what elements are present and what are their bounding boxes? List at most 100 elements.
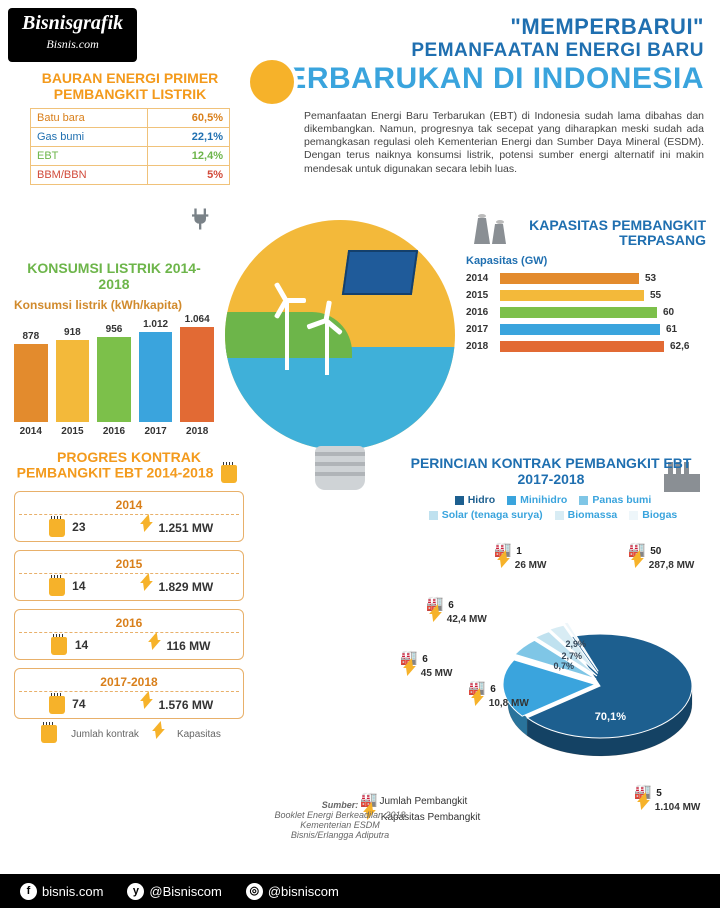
mix-label: Gas bumi xyxy=(31,128,148,147)
progress-title: PROGRES KONTRAK PEMBANGKIT EBT 2014-2018 xyxy=(14,450,244,483)
cap-value: 55 xyxy=(650,290,661,301)
note-icon xyxy=(49,519,65,537)
legend-swatch xyxy=(629,511,638,520)
pie-chart-area: 🏭 1 26 MW 🏭 50 287,8 MW 🏭 6 42,4 MW 🏭 6 45 … xyxy=(396,531,706,831)
bulb-base-icon xyxy=(315,446,365,490)
cap-value: 61 xyxy=(666,324,677,335)
sun-icon xyxy=(250,60,294,104)
bolt-icon xyxy=(151,729,165,739)
energy-mix-table: Batu bara60,5%Gas bumi22,1%EBT12,4%BBM/B… xyxy=(30,108,230,185)
bar-value: 878 xyxy=(14,331,48,342)
pie-chart xyxy=(500,601,700,761)
pie-slice-label: 0,7% xyxy=(553,661,574,671)
legend-swatch xyxy=(555,511,564,520)
capacity-title: KAPASITAS PEMBANGKIT TERPASANG xyxy=(466,218,706,249)
bolt-icon xyxy=(428,612,442,622)
cap-year: 2018 xyxy=(466,341,494,352)
bar-year: 2014 xyxy=(14,426,48,437)
legend-swatch xyxy=(429,511,438,520)
legend-item: Biomassa xyxy=(551,509,618,521)
mix-value: 22,1% xyxy=(147,128,229,147)
legend-item: Panas bumi xyxy=(575,494,651,506)
main-title: "MEMPERBARUI" PEMANFAATAN ENERGI BARU TE… xyxy=(267,14,704,96)
breakdown-section: PERINCIAN KONTRAK PEMBANGKIT EBT 2017-20… xyxy=(396,455,706,831)
instagram-link[interactable]: ◎@bisniscom xyxy=(246,883,339,900)
cap-year: 2016 xyxy=(466,307,494,318)
twitter-link[interactable]: y@Bisniscom xyxy=(127,883,221,900)
bolt-icon xyxy=(636,800,650,810)
cap-bar xyxy=(500,324,660,335)
bar-value: 1.012 xyxy=(139,319,173,330)
solar-panel-icon xyxy=(342,250,418,295)
title-line-1: "MEMPERBARUI" xyxy=(267,14,704,40)
title-line-3: TERBARUKAN DI INDONESIA xyxy=(267,62,704,96)
pie-slice-label: 2,7% xyxy=(561,651,582,661)
brand-logo: Bisnisgrafik xyxy=(22,12,123,35)
energy-mix-title: BAURAN ENERGI PRIMER PEMBANGKIT LISTRIK xyxy=(30,70,230,102)
bolt-icon xyxy=(630,558,644,568)
pie-slice-label: 5,5% xyxy=(579,625,600,635)
pie-callout: 🏭 50 287,8 MW xyxy=(628,541,694,571)
bar xyxy=(180,327,214,422)
mix-label: Batu bara xyxy=(31,109,148,128)
pie-slice-label: 18,3% xyxy=(609,607,640,619)
plug-icon xyxy=(185,205,213,233)
cap-bar xyxy=(500,307,657,318)
bar xyxy=(56,340,90,422)
bar xyxy=(97,337,131,422)
bar-value: 1.064 xyxy=(180,314,214,325)
bolt-icon xyxy=(470,696,484,706)
source-credit: Sumber: Booklet Energi Berkeadilan 2018 … xyxy=(250,800,430,840)
pie-callout: 🏭 1 26 MW xyxy=(494,541,546,571)
bar-value: 956 xyxy=(97,324,131,335)
note-icon xyxy=(49,696,65,714)
legend-swatch xyxy=(579,496,588,505)
legend-swatch xyxy=(455,496,464,505)
bolt-icon xyxy=(402,666,416,676)
pie-legend: HidroMinihidroPanas bumiSolar (tenaga su… xyxy=(396,493,706,522)
pie-callout: 🏭 6 42,4 MW xyxy=(426,595,487,625)
progress-year: 2017-2018 xyxy=(19,675,239,692)
cap-value: 60 xyxy=(663,307,674,318)
capacity-section: KAPASITAS PEMBANGKIT TERPASANG Kapasitas… xyxy=(466,218,706,352)
consumption-section: KONSUMSI LISTRIK 2014-2018 Konsumsi list… xyxy=(14,260,214,437)
mix-value: 12,4% xyxy=(147,147,229,166)
facebook-link[interactable]: fbisnis.com xyxy=(20,883,103,900)
consumption-bars: 8782014918201595620161.01220171.0642018 xyxy=(14,322,214,437)
bolt-icon xyxy=(139,699,153,709)
progress-legend: Jumlah kontrak Kapasitas xyxy=(14,725,244,743)
consumption-sub: Konsumsi listrik (kWh/kapita) xyxy=(14,298,214,312)
legend-item: Minihidro xyxy=(503,494,567,506)
pie-callout: 🏭 5 1.104 MW xyxy=(634,783,700,813)
cap-year: 2017 xyxy=(466,324,494,335)
mix-value: 60,5% xyxy=(147,109,229,128)
note-icon xyxy=(49,578,65,596)
pie-slice-label: 70,1% xyxy=(595,711,626,723)
mix-value: 5% xyxy=(147,166,229,185)
pie-slice-label: 2,9% xyxy=(565,639,586,649)
bolt-icon xyxy=(139,522,153,532)
footer-bar: fbisnis.com y@Bisniscom ◎@bisniscom xyxy=(0,874,720,908)
legend-item: Biogas xyxy=(625,509,677,521)
progress-year: 2015 xyxy=(19,557,239,574)
cap-bar xyxy=(500,273,639,284)
note-icon xyxy=(221,465,237,483)
cap-bar xyxy=(500,341,664,352)
bar xyxy=(14,344,48,422)
cap-value: 53 xyxy=(645,273,656,284)
progress-year: 2014 xyxy=(19,498,239,515)
intro-paragraph: Pemanfaatan Energi Baru Terbarukan (EBT)… xyxy=(304,110,704,176)
bar-year: 2018 xyxy=(180,426,214,437)
facebook-icon: f xyxy=(20,883,37,900)
pie-callout: 🏭 6 45 MW xyxy=(400,649,452,679)
progress-section: PROGRES KONTRAK PEMBANGKIT EBT 2014-2018… xyxy=(14,450,244,743)
bar xyxy=(139,332,173,422)
bar-year: 2016 xyxy=(97,426,131,437)
consumption-title: KONSUMSI LISTRIK 2014-2018 xyxy=(14,260,214,292)
infographic-page: Bisnisgrafik Bisnis.com "MEMPERBARUI" PE… xyxy=(0,0,720,908)
title-line-2: PEMANFAATAN ENERGI BARU xyxy=(267,40,704,62)
note-icon xyxy=(51,637,67,655)
energy-mix-section: BAURAN ENERGI PRIMER PEMBANGKIT LISTRIK … xyxy=(30,70,230,185)
pie-callout: 🏭 6 10,8 MW xyxy=(468,679,529,709)
progress-year: 2016 xyxy=(19,616,239,633)
